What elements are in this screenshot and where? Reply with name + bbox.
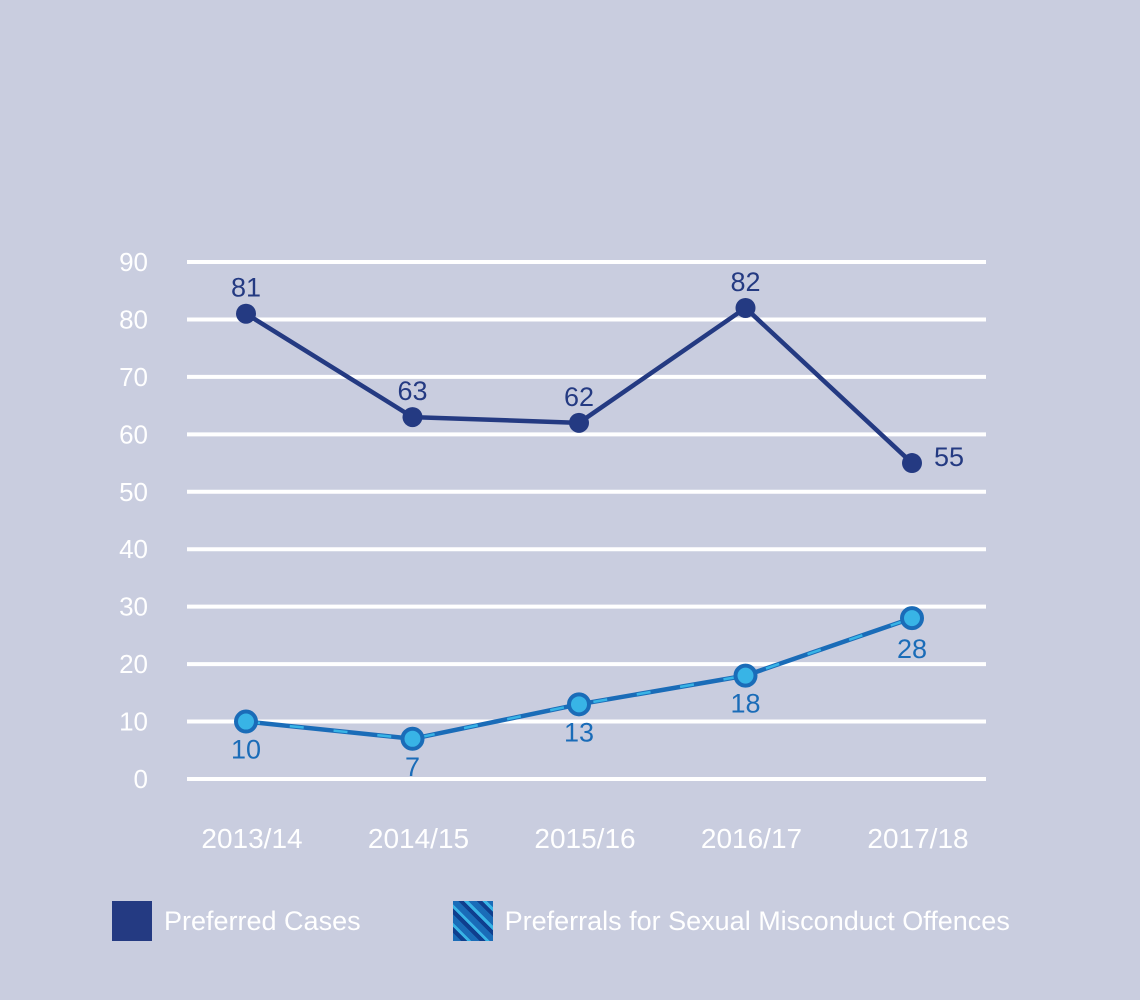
x-tick-label: 2013/14 bbox=[201, 823, 302, 854]
series-layer: 81 63 62 82 55 10 7 13 18 28 bbox=[231, 267, 964, 782]
data-label: 62 bbox=[564, 382, 594, 412]
legend: Preferred Cases Preferrals for Sexual Mi… bbox=[112, 900, 1102, 942]
y-tick-label: 60 bbox=[119, 419, 148, 449]
series-2: 10 7 13 18 28 bbox=[231, 606, 927, 782]
y-tick-label: 30 bbox=[119, 592, 148, 622]
data-label: 13 bbox=[564, 717, 594, 747]
legend-label: Preferrals for Sexual Misconduct Offence… bbox=[504, 905, 1010, 936]
y-tick-label: 80 bbox=[119, 304, 148, 334]
data-point bbox=[569, 412, 589, 433]
x-tick-label: 2017/18 bbox=[867, 823, 968, 854]
gridlines bbox=[187, 260, 986, 781]
legend-label: Preferred Cases bbox=[164, 905, 361, 936]
legend-item-sexual-misconduct: Preferrals for Sexual Misconduct Offence… bbox=[452, 901, 1010, 941]
data-label: 10 bbox=[231, 735, 261, 765]
data-label: 82 bbox=[730, 267, 760, 297]
data-point bbox=[236, 303, 256, 324]
y-tick-label: 90 bbox=[119, 247, 148, 277]
data-label: 55 bbox=[934, 442, 964, 472]
legend-item-preferred-cases: Preferred Cases bbox=[112, 901, 361, 941]
data-point bbox=[900, 606, 924, 631]
y-tick-label: 50 bbox=[119, 477, 148, 507]
data-label: 18 bbox=[730, 689, 760, 719]
data-label: 81 bbox=[231, 273, 261, 303]
series-1: 81 63 62 82 55 bbox=[231, 267, 964, 474]
y-axis-ticks: 0 10 20 30 40 50 60 70 80 90 bbox=[119, 247, 148, 794]
legend-swatch-preferred-cases bbox=[112, 901, 152, 941]
y-tick-label: 10 bbox=[119, 707, 148, 737]
data-point bbox=[902, 453, 922, 474]
x-tick-label: 2016/17 bbox=[701, 823, 802, 854]
y-tick-label: 70 bbox=[119, 362, 148, 392]
data-point bbox=[400, 726, 425, 751]
data-point bbox=[735, 297, 756, 318]
x-tick-label: 2014/15 bbox=[368, 823, 469, 854]
data-label: 63 bbox=[397, 376, 427, 406]
data-point bbox=[567, 692, 591, 717]
data-point bbox=[733, 663, 758, 688]
data-point bbox=[402, 407, 423, 428]
y-tick-label: 0 bbox=[134, 764, 148, 794]
y-tick-label: 20 bbox=[119, 649, 148, 679]
data-label: 28 bbox=[897, 634, 927, 664]
x-axis-ticks: 2013/14 2014/15 2015/16 2016/17 2017/18 bbox=[201, 823, 968, 854]
data-label: 7 bbox=[405, 752, 420, 782]
x-tick-label: 2015/16 bbox=[534, 823, 635, 854]
y-tick-label: 40 bbox=[119, 534, 148, 564]
data-point bbox=[234, 709, 258, 734]
legend-swatch-sexual-misconduct bbox=[452, 901, 493, 941]
